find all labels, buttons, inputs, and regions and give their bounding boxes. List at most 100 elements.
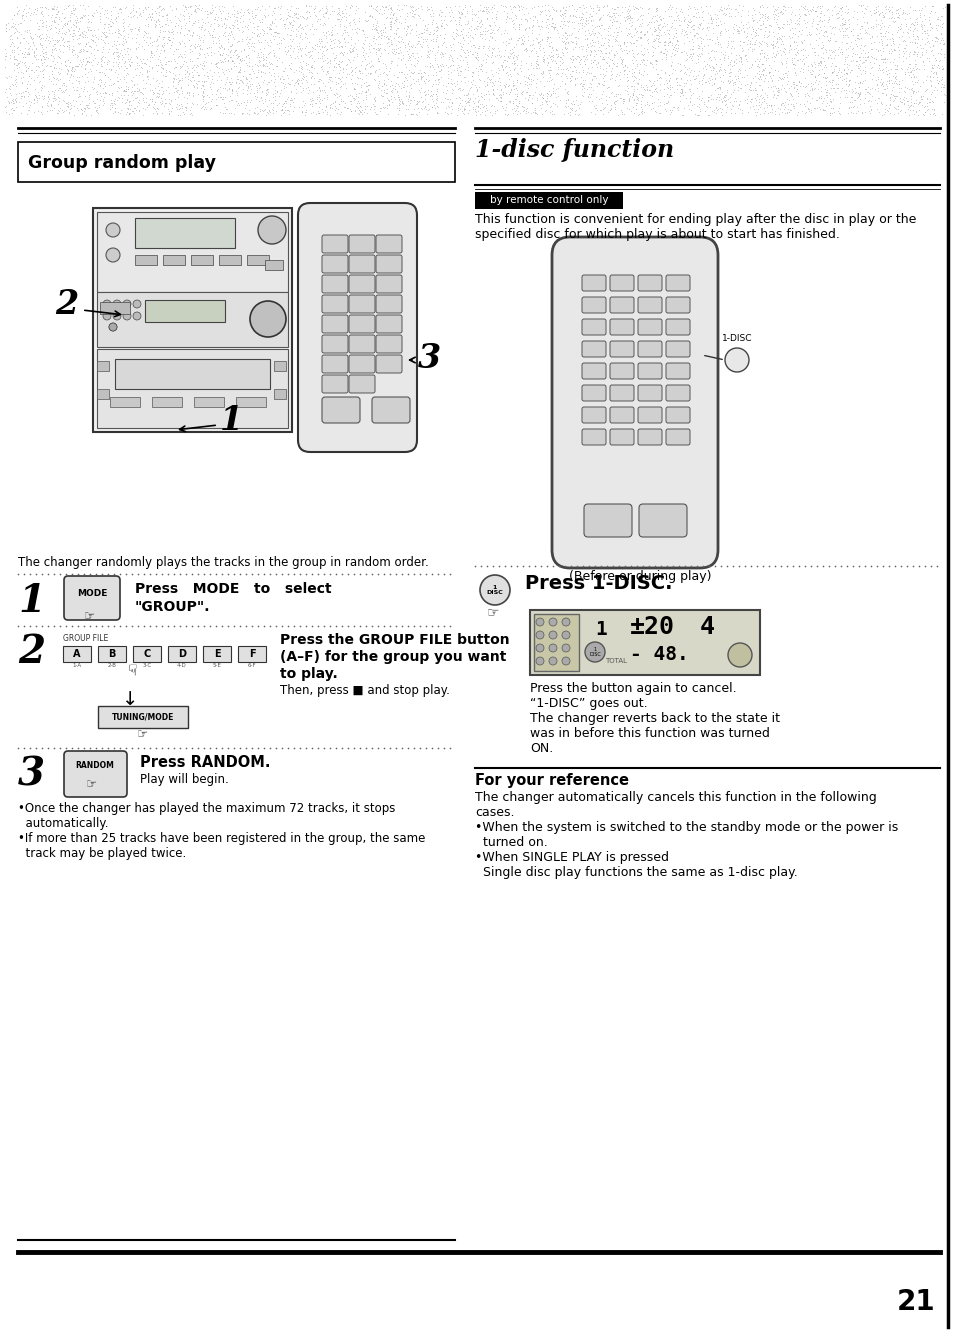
Point [489,100,504,121]
Text: 2: 2 [55,289,78,321]
Point [399,49,415,71]
Point [583,77,598,99]
Point [765,35,781,56]
Point [185,23,200,44]
Point [659,23,675,44]
Point [922,19,937,40]
Point [377,0,393,19]
Point [524,20,539,41]
Point [359,25,375,47]
Point [272,0,287,19]
Point [21,85,36,107]
Point [12,32,28,53]
Point [801,80,817,101]
Point [143,41,158,63]
Point [802,555,818,577]
Point [515,33,530,55]
Point [540,0,556,21]
Point [912,88,927,109]
Point [192,37,207,59]
Point [562,99,578,120]
Point [733,12,748,33]
Point [580,87,596,108]
Point [608,64,623,85]
Point [757,17,772,39]
Point [60,0,75,16]
Point [417,84,433,105]
Point [258,84,274,105]
Point [570,95,585,116]
Point [564,0,579,16]
Text: Press the button again to cancel.: Press the button again to cancel. [530,682,736,695]
Point [686,0,701,19]
Point [91,69,106,91]
Point [178,563,193,585]
Point [309,11,324,32]
Point [50,32,65,53]
Point [854,39,869,60]
Point [112,88,127,109]
Point [124,100,139,121]
Point [622,16,638,37]
Point [345,37,360,59]
Point [458,39,474,60]
Point [768,31,783,52]
Point [433,41,448,63]
Point [95,77,111,99]
Point [890,4,905,25]
Point [154,0,170,19]
Point [857,63,872,84]
Point [365,37,380,59]
Point [558,0,573,17]
Point [213,3,229,24]
Point [166,44,181,65]
Point [814,43,829,64]
Point [52,615,68,637]
Point [391,12,406,33]
Point [148,92,163,113]
Point [197,1,213,23]
Point [170,39,185,60]
Point [387,43,402,64]
Point [884,29,900,51]
Point [118,615,133,637]
Point [662,0,678,16]
Point [364,738,379,759]
Point [104,95,119,116]
Point [456,0,472,17]
Point [746,33,761,55]
Point [777,0,792,21]
Point [111,27,126,48]
Point [658,45,673,67]
Point [127,59,142,80]
Point [152,16,168,37]
Point [897,101,912,123]
Point [830,77,845,99]
Point [620,7,636,28]
Point [814,0,829,17]
Point [232,19,247,40]
Point [313,32,328,53]
Point [170,80,185,101]
Point [202,738,217,759]
Point [751,92,766,113]
Point [237,15,253,36]
Point [16,9,31,31]
Point [306,68,321,89]
Point [619,0,635,21]
Point [666,44,681,65]
Point [472,59,487,80]
Point [395,61,410,83]
Point [370,75,385,96]
Point [276,97,292,119]
Point [770,36,785,57]
Point [65,25,80,47]
Point [716,87,731,108]
Point [322,615,337,637]
Point [257,99,273,120]
Point [782,76,798,97]
Point [758,32,773,53]
Point [548,87,563,108]
Point [843,92,859,113]
Point [700,12,716,33]
